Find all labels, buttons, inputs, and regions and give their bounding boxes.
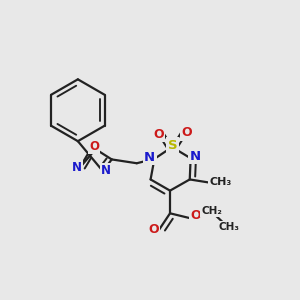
Text: N: N [144,151,155,164]
Text: O: O [148,223,159,236]
Text: N: N [190,150,201,163]
Text: N: N [71,161,81,174]
Text: S: S [168,139,177,152]
Text: O: O [89,140,99,153]
Text: O: O [190,209,201,223]
Text: N: N [101,164,111,177]
Text: CH₃: CH₃ [209,177,232,188]
Text: O: O [181,126,192,140]
Text: CH₃: CH₃ [218,222,239,233]
Text: CH₂: CH₂ [201,206,222,216]
Text: O: O [153,128,164,141]
